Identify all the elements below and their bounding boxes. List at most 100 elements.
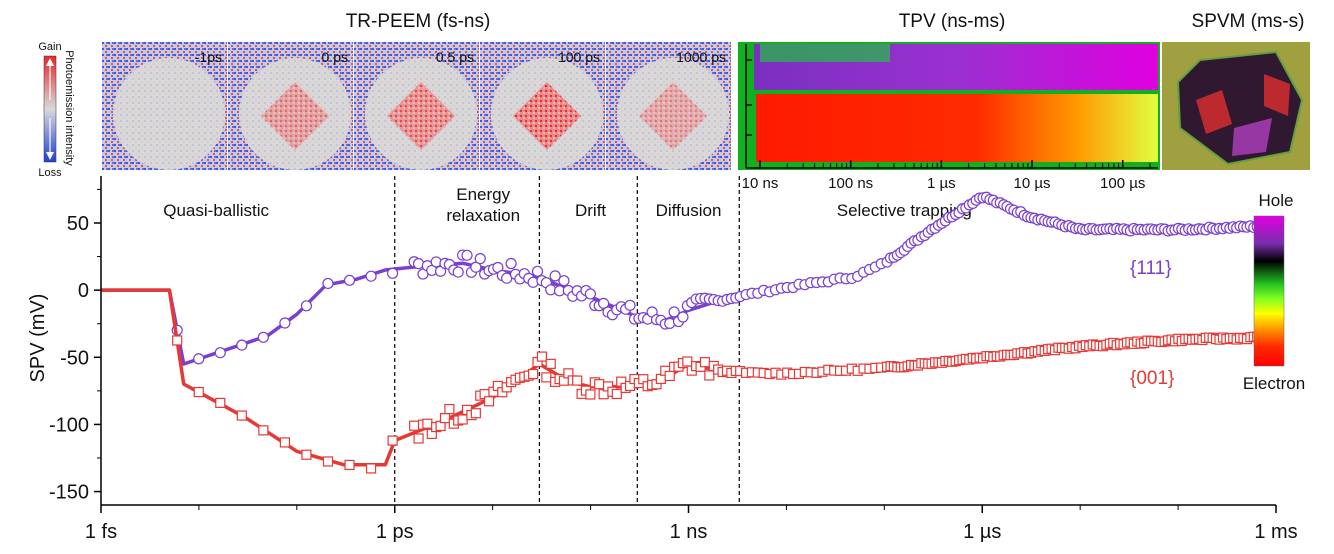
series-111-label: {111}: [1130, 258, 1172, 279]
data-point: [365, 463, 377, 474]
peem-frame: 0 ps: [228, 42, 353, 170]
data-point: [558, 275, 570, 287]
frame-time-label: 100 ps: [558, 49, 600, 65]
data-point: [677, 311, 689, 323]
data-point: [474, 253, 486, 265]
data-point: [344, 459, 355, 471]
spv-chart: Quasi-ballistic Energy relaxation Drift Diff…: [27, 176, 1298, 543]
data-point: [470, 261, 482, 273]
data-point: [541, 372, 552, 383]
hole-electron-colorbar: Hole Electron: [1243, 191, 1305, 393]
data-point: [300, 300, 313, 312]
gain-loss-gradient: [43, 55, 57, 163]
x-tick-label: 1 ms: [1254, 521, 1297, 543]
hole-electron-gradient: [1253, 215, 1285, 367]
gain-arrowhead-icon: [46, 58, 54, 66]
data-point: [413, 433, 424, 444]
data-point: [585, 389, 596, 400]
series-line: [101, 288, 1277, 467]
tpv-tick-label: 10 µs: [1014, 175, 1051, 192]
tpv-green-patch: [760, 44, 890, 62]
data-point: [387, 435, 398, 446]
frame-hotspot: [387, 82, 455, 150]
data-point: [236, 410, 247, 421]
frame-time-label: 1000 ps: [676, 49, 726, 65]
frame-time-label: 0.5 ps: [436, 49, 474, 65]
photoemission-colorbar: Gain Loss Photoemission intensity: [38, 41, 75, 179]
chart-axes: -150 -100 -50 0 50 1 fs 1 ps 1 ns 1 µs 1 ms: [49, 176, 1298, 543]
data-point: [444, 403, 455, 415]
data-point: [536, 351, 548, 362]
spvm-red-facet: [1196, 90, 1232, 134]
y-tick-label: 50: [67, 213, 89, 235]
data-point: [572, 375, 583, 386]
data-point: [483, 396, 495, 407]
data-point: [452, 266, 464, 278]
data-point: [365, 270, 377, 282]
y-tick-label: -50: [60, 347, 89, 369]
region-label: Energy relaxation: [446, 185, 520, 225]
data-point: [236, 339, 248, 351]
legend-hole-label: Hole: [1259, 191, 1294, 210]
peem-frame: 0.5 ps: [354, 42, 479, 170]
data-point: [193, 353, 205, 365]
x-tick-label: 1 fs: [85, 521, 117, 543]
region-label: Diffusion: [656, 201, 722, 220]
data-point: [584, 288, 597, 300]
data-point: [594, 379, 605, 390]
tpv-tick-label: 10 ns: [742, 175, 779, 192]
data-point: [598, 297, 610, 310]
data-point: [214, 347, 226, 359]
data-point: [322, 277, 334, 290]
frame-disc: [113, 58, 225, 170]
data-point: [387, 267, 399, 279]
y-tick-label: 0: [78, 280, 89, 302]
tpv-tick-label: 1 µs: [927, 175, 956, 192]
spvm-title: SPVM (ms-s): [1192, 11, 1305, 32]
frame-hotspot: [261, 82, 329, 150]
tpv-ticks: 10 ns 100 ns 1 µs 10 µs 100 µs: [742, 59, 1151, 192]
data-point: [257, 331, 269, 343]
region-label: Selective trapping: [837, 201, 972, 220]
peem-frame: 1000 ps: [606, 42, 731, 170]
frame-time-label: 0 ps: [322, 49, 348, 65]
data-point: [322, 456, 334, 467]
peem-frame: 100 ps: [480, 42, 605, 170]
legend-electron-label: Electron: [1243, 374, 1305, 393]
region-label: Drift: [575, 201, 606, 220]
data-point: [505, 257, 517, 270]
data-point: [301, 449, 312, 460]
data-point: [699, 357, 711, 368]
series-001-label: {001}: [1130, 368, 1174, 389]
peem-frame: -1ps: [102, 42, 227, 170]
y-axis-label: SPV (mV): [27, 294, 49, 383]
data-point: [409, 420, 420, 431]
data-point: [549, 270, 561, 282]
spvm-panel: [1162, 42, 1310, 170]
data-point: [545, 358, 556, 369]
data-point: [279, 317, 291, 329]
y-tick-label: -150: [49, 482, 89, 504]
loss-arrowhead-icon: [46, 152, 54, 160]
tpv-lower-band: [756, 94, 1158, 162]
data-point: [422, 418, 433, 429]
trpeem-frames: -1ps 0 ps 0.5 ps 100 ps 1000 ps: [102, 42, 731, 170]
data-point: [704, 370, 715, 381]
x-tick-label: 1 ns: [670, 521, 708, 543]
region-dividers: [394, 176, 740, 505]
data-point: [682, 356, 693, 367]
data-point: [668, 306, 680, 318]
data-point: [531, 265, 544, 277]
tpv-panel: 10 ns 100 ns 1 µs 10 µs 100 µs: [738, 42, 1160, 192]
data-point: [664, 370, 675, 382]
data-point: [470, 408, 481, 419]
tpv-title: TPV (ns-ms): [899, 11, 1006, 32]
data-point: [461, 249, 473, 261]
frame-time-label: -1ps: [195, 49, 222, 65]
tpv-tick-label: 100 µs: [1100, 175, 1145, 192]
data-point: [457, 414, 468, 425]
x-tick-label: 1 ps: [376, 521, 414, 543]
data-point: [624, 299, 636, 311]
frame-hotspot: [639, 82, 707, 150]
x-tick-label: 1 µs: [963, 521, 1001, 543]
